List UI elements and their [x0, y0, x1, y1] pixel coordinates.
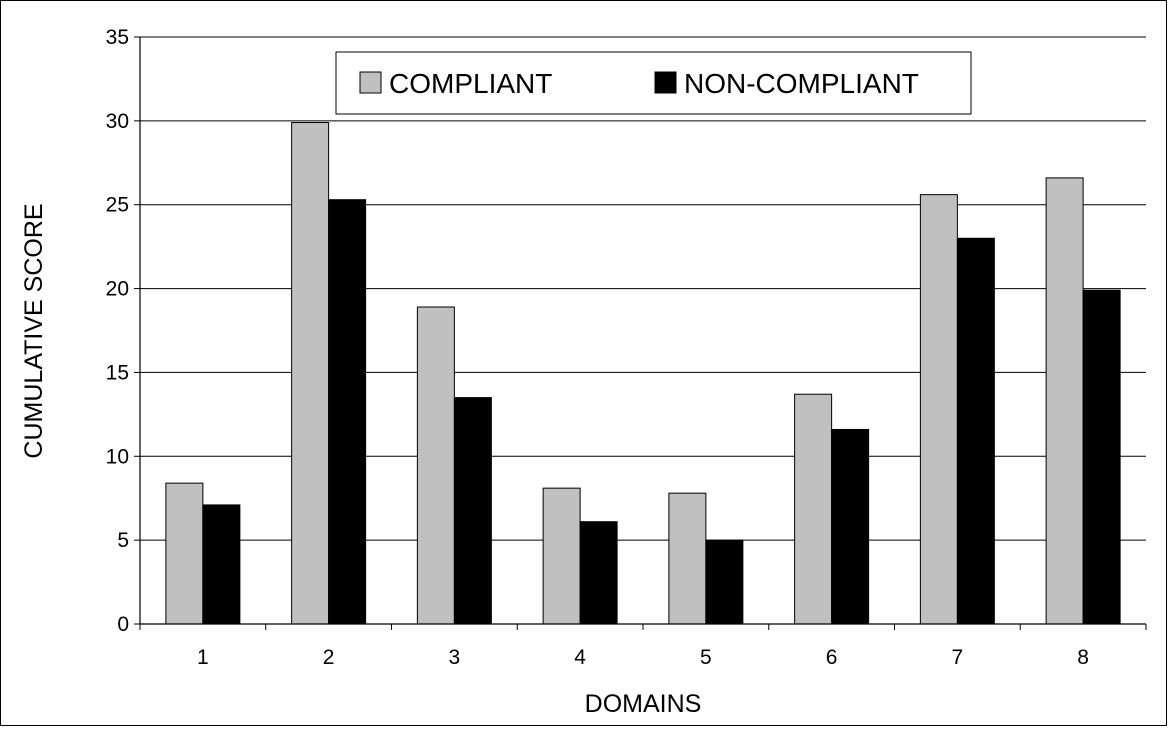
y-tick-label: 25 — [106, 194, 129, 217]
x-tick-label: 6 — [826, 646, 838, 669]
legend-label-compliant: COMPLIANT — [389, 68, 552, 99]
y-tick-label: 10 — [106, 445, 129, 468]
non-compliant-bar — [831, 428, 870, 625]
y-tick-label: 20 — [106, 278, 129, 301]
legend-swatch-non-compliant — [654, 71, 677, 94]
y-ticks: 0 5 10 15 20 25 30 35 — [106, 26, 140, 636]
y-tick-label: 5 — [117, 529, 129, 552]
y-tick-label: 30 — [106, 110, 129, 133]
x-axis-title: DOMAINS — [585, 690, 702, 718]
compliant-bar — [1045, 177, 1084, 625]
non-compliant-bar — [579, 521, 618, 625]
compliant-bar — [165, 482, 204, 625]
compliant-bar — [291, 122, 330, 625]
legend: COMPLIANT NON-COMPLIANT — [335, 51, 972, 115]
x-tick-label: 2 — [323, 646, 335, 669]
x-tick-label: 4 — [574, 646, 586, 669]
compliant-bar — [542, 487, 581, 625]
y-tick-label: 15 — [106, 361, 129, 384]
x-tick-label: 5 — [700, 646, 712, 669]
non-compliant-bar — [453, 397, 492, 625]
y-tick-label: 0 — [117, 613, 129, 636]
compliant-bar — [416, 306, 455, 625]
compliant-bar — [794, 393, 833, 625]
legend-swatch-compliant — [359, 71, 382, 94]
legend-label-non-compliant: NON-COMPLIANT — [684, 68, 919, 99]
non-compliant-bar — [1082, 289, 1121, 625]
legend-box — [335, 51, 972, 115]
non-compliant-bar — [202, 504, 241, 625]
compliant-bar — [668, 492, 707, 625]
x-tick-label: 1 — [197, 646, 209, 669]
y-tick-label: 35 — [106, 26, 129, 49]
y-axis-title: CUMULATIVE SCORE — [20, 203, 48, 458]
compliant-bar — [919, 194, 958, 625]
non-compliant-bar — [705, 539, 744, 625]
x-tick-label: 3 — [449, 646, 461, 669]
x-tick-label: 8 — [1077, 646, 1089, 669]
x-ticks: 1 2 3 4 5 6 7 8 — [139, 624, 1147, 669]
non-compliant-bar — [956, 237, 995, 625]
non-compliant-bar — [328, 199, 367, 625]
bars — [165, 122, 1121, 625]
x-tick-label: 7 — [952, 646, 964, 669]
